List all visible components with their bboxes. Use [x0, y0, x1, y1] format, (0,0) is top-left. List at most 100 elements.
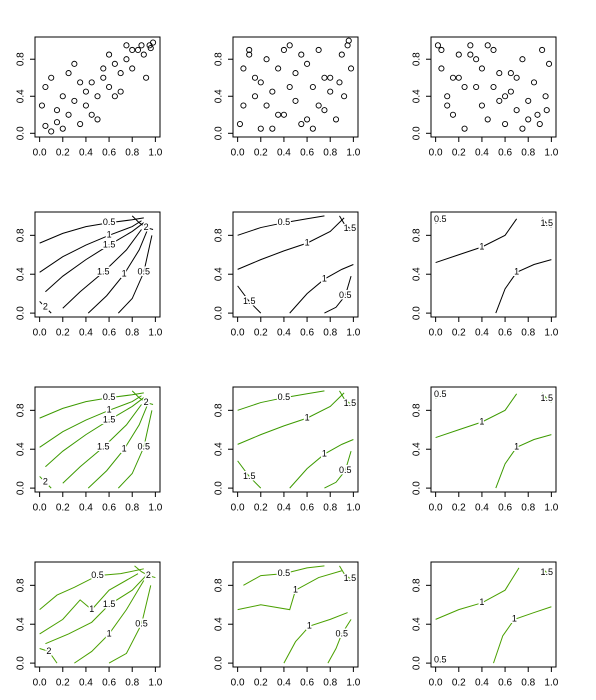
point — [251, 74, 259, 81]
point — [507, 70, 514, 77]
point — [94, 116, 101, 123]
contour-line — [339, 565, 354, 581]
x-tick-label: 1.0 — [148, 148, 162, 159]
point — [71, 97, 78, 104]
contour-line — [39, 392, 144, 419]
point — [444, 93, 451, 100]
x-tick-label: 0.6 — [300, 678, 314, 689]
point — [100, 65, 107, 72]
contour-line — [74, 580, 145, 664]
x-tick-label: 0.8 — [521, 148, 535, 159]
point — [129, 46, 136, 54]
contour-line — [237, 460, 262, 489]
point — [348, 65, 355, 72]
y-tick-label: 0.8 — [214, 52, 225, 66]
point — [42, 122, 49, 129]
contour-line — [243, 565, 325, 586]
y-tick-label: 0.0 — [412, 481, 423, 495]
y-tick-label: 0.8 — [16, 578, 27, 592]
point — [246, 46, 253, 54]
point — [327, 88, 334, 95]
contour-label: 1 — [479, 241, 484, 251]
contour-label: 1.5 — [243, 296, 256, 306]
contour-label: 1 — [107, 230, 112, 240]
point — [246, 51, 253, 58]
y-tick-label: 0.8 — [214, 228, 225, 242]
y-tick-label: 0.4 — [412, 617, 423, 631]
contour-line — [39, 301, 52, 314]
contour-label: 2 — [46, 646, 51, 656]
contour-label: 0.5 — [91, 570, 104, 580]
contour-label: 1 — [107, 628, 112, 638]
y-tick-label: 0.0 — [214, 306, 225, 320]
point — [478, 102, 485, 109]
point — [298, 120, 305, 128]
contour-line — [283, 612, 348, 664]
contour-line — [541, 567, 552, 577]
point — [473, 83, 480, 91]
y-tick-label: 0.4 — [412, 89, 423, 103]
contour-line — [39, 573, 139, 635]
x-tick-label: 0.8 — [125, 328, 139, 339]
point — [65, 70, 72, 77]
point — [106, 83, 113, 91]
contour-line — [324, 276, 352, 314]
contour-line — [289, 264, 354, 314]
contour-label: 1 — [89, 604, 94, 614]
y-tick-label: 0.4 — [16, 89, 27, 103]
x-tick-label: 1.0 — [346, 503, 360, 514]
contour-label: 1 — [293, 585, 298, 595]
x-tick-label: 0.0 — [429, 328, 443, 339]
x-tick-label: 0.8 — [323, 148, 337, 159]
contour-line — [541, 217, 552, 228]
point — [147, 45, 154, 52]
point — [484, 116, 491, 123]
y-tick-label: 0.0 — [412, 656, 423, 670]
point — [129, 65, 136, 72]
contour-label: 2 — [43, 302, 48, 312]
point — [336, 79, 343, 86]
point — [123, 56, 130, 63]
plot-box — [232, 386, 359, 493]
contour-label: 0.5 — [339, 290, 352, 300]
point — [138, 42, 145, 49]
point — [117, 70, 124, 77]
y-tick-label: 0.0 — [214, 481, 225, 495]
plot-box — [34, 561, 161, 668]
x-tick-label: 0.6 — [102, 503, 116, 514]
contour-line — [493, 606, 552, 664]
point — [100, 74, 107, 81]
point — [519, 56, 526, 63]
contour-line — [435, 215, 446, 225]
contour-label: 0.5 — [434, 389, 447, 399]
point — [502, 93, 509, 100]
y-tick-label: 0.0 — [214, 126, 225, 140]
contour-label: 1 — [514, 442, 519, 452]
point — [48, 128, 55, 135]
contour-label: 0.5 — [339, 465, 352, 475]
point — [123, 42, 130, 49]
point — [77, 120, 84, 128]
y-tick-label: 0.0 — [412, 306, 423, 320]
point — [111, 60, 118, 67]
contour-label: 1 — [479, 416, 484, 426]
point — [525, 97, 532, 104]
contour-line — [339, 390, 354, 406]
point — [434, 42, 441, 49]
x-tick-label: 0.4 — [277, 328, 291, 339]
point — [298, 51, 305, 58]
point — [263, 102, 270, 109]
contour-label: 1 — [305, 237, 310, 247]
plot-box — [232, 36, 359, 138]
point — [438, 65, 445, 72]
point — [111, 93, 118, 100]
x-tick-label: 0.6 — [102, 148, 116, 159]
point — [88, 111, 95, 118]
point — [546, 60, 553, 67]
x-tick-label: 0.4 — [475, 148, 489, 159]
point — [438, 46, 445, 54]
point — [467, 42, 474, 49]
point — [473, 56, 480, 63]
x-tick-label: 1.0 — [346, 148, 360, 159]
